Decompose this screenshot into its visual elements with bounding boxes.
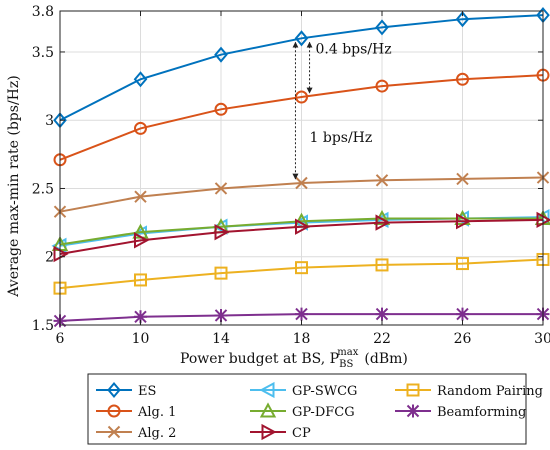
data-point xyxy=(375,174,389,187)
data-point xyxy=(456,72,469,86)
data-point xyxy=(456,257,469,271)
legend-marker xyxy=(261,423,277,441)
y-tick-label: 3.5 xyxy=(32,45,54,61)
data-point xyxy=(295,307,308,321)
legend-marker xyxy=(107,404,121,418)
data-point xyxy=(214,308,228,322)
annotation-label: 1 bps/Hz xyxy=(310,130,373,146)
legend-label: ES xyxy=(138,384,156,399)
data-point xyxy=(294,30,309,47)
data-point xyxy=(134,190,147,203)
y-tick-label: 3.8 xyxy=(32,4,54,20)
x-tick-label: 22 xyxy=(373,331,391,347)
data-point xyxy=(375,19,389,36)
legend-item: GP-SWCG xyxy=(250,381,357,399)
data-point xyxy=(456,172,469,186)
data-point xyxy=(214,223,230,241)
legend-item: ES xyxy=(96,381,156,399)
legend-box xyxy=(87,373,527,445)
legend-marker xyxy=(406,404,420,418)
y-axis-label: Average max-min rate (bps/Hz) xyxy=(6,75,22,297)
legend-label: Beamforming xyxy=(437,405,526,420)
legend-label: GP-DFCG xyxy=(292,405,355,420)
x-tick-label: 6 xyxy=(56,331,65,347)
x-axis-label-superscript: max xyxy=(337,347,358,358)
x-tick-label: 30 xyxy=(534,331,550,347)
data-point xyxy=(214,266,228,280)
legend-marker xyxy=(259,402,277,418)
legend-item: CP xyxy=(250,423,311,441)
data-point xyxy=(214,46,228,63)
legend-label: GP-SWCG xyxy=(292,384,357,399)
y-tick-label: 2.5 xyxy=(32,181,54,197)
series-line xyxy=(59,258,544,290)
series-line xyxy=(59,14,544,122)
tick-labels: 6 10 14 18 22 26 30 1.5 2 2.5 3 3.5 3.8 xyxy=(32,4,550,347)
legend-item: Alg. 2 xyxy=(96,425,176,441)
data-point xyxy=(456,307,469,321)
data-point xyxy=(455,11,470,28)
legend: ES Alg. 1 Alg. 2 GP-SWCG GP-DFCG CP Random Pai… xyxy=(87,373,543,445)
legend-label: Random Pairing xyxy=(437,384,543,399)
data-point xyxy=(456,213,472,230)
data-point xyxy=(375,307,389,321)
legend-marker xyxy=(107,425,121,439)
annotations: 0.4 bps/Hz 1 bps/Hz xyxy=(292,41,392,180)
data-point xyxy=(375,258,389,272)
data-point xyxy=(134,310,147,324)
x-tick-label: 10 xyxy=(132,331,150,347)
x-axis-label-main: Power budget at BS, P xyxy=(180,351,339,367)
series-beamforming xyxy=(53,307,550,328)
data-point xyxy=(295,261,308,275)
data-point xyxy=(375,214,391,231)
x-axis-label-unit: (dBm) xyxy=(364,351,407,367)
data-point xyxy=(295,218,311,235)
x-tick-label: 18 xyxy=(293,331,311,347)
legend-label: CP xyxy=(292,426,311,441)
x-axis-label-subscript: BS xyxy=(339,359,353,370)
y-tick-label: 2 xyxy=(45,250,54,266)
y-tick-label: 1.5 xyxy=(32,318,54,334)
data-point xyxy=(214,182,228,195)
x-axis-label: Power budget at BS, PBSmax (dBm) xyxy=(180,347,408,370)
x-tick-label: 26 xyxy=(454,331,472,347)
grid-lines xyxy=(59,10,544,326)
legend-marker xyxy=(259,381,275,399)
legend-item: Beamforming xyxy=(395,404,526,420)
legend-item: Random Pairing xyxy=(395,383,543,399)
y-tick-label: 3 xyxy=(45,113,54,129)
legend-item: Alg. 1 xyxy=(96,404,176,420)
data-point xyxy=(133,71,148,88)
legend-item: GP-DFCG xyxy=(250,402,355,420)
annotation-label: 0.4 bps/Hz xyxy=(316,41,392,57)
series-line xyxy=(59,218,544,255)
data-point xyxy=(134,121,147,135)
data-point xyxy=(375,79,389,93)
legend-label: Alg. 1 xyxy=(137,405,176,420)
series-es xyxy=(53,7,550,129)
legend-marker xyxy=(107,381,121,399)
data-point xyxy=(134,232,150,249)
data-point xyxy=(134,273,147,287)
data-point xyxy=(214,102,228,116)
series-line xyxy=(59,74,544,161)
x-tick-label: 14 xyxy=(212,331,230,347)
legend-label: Alg. 2 xyxy=(137,426,176,441)
legend-marker xyxy=(406,383,420,397)
